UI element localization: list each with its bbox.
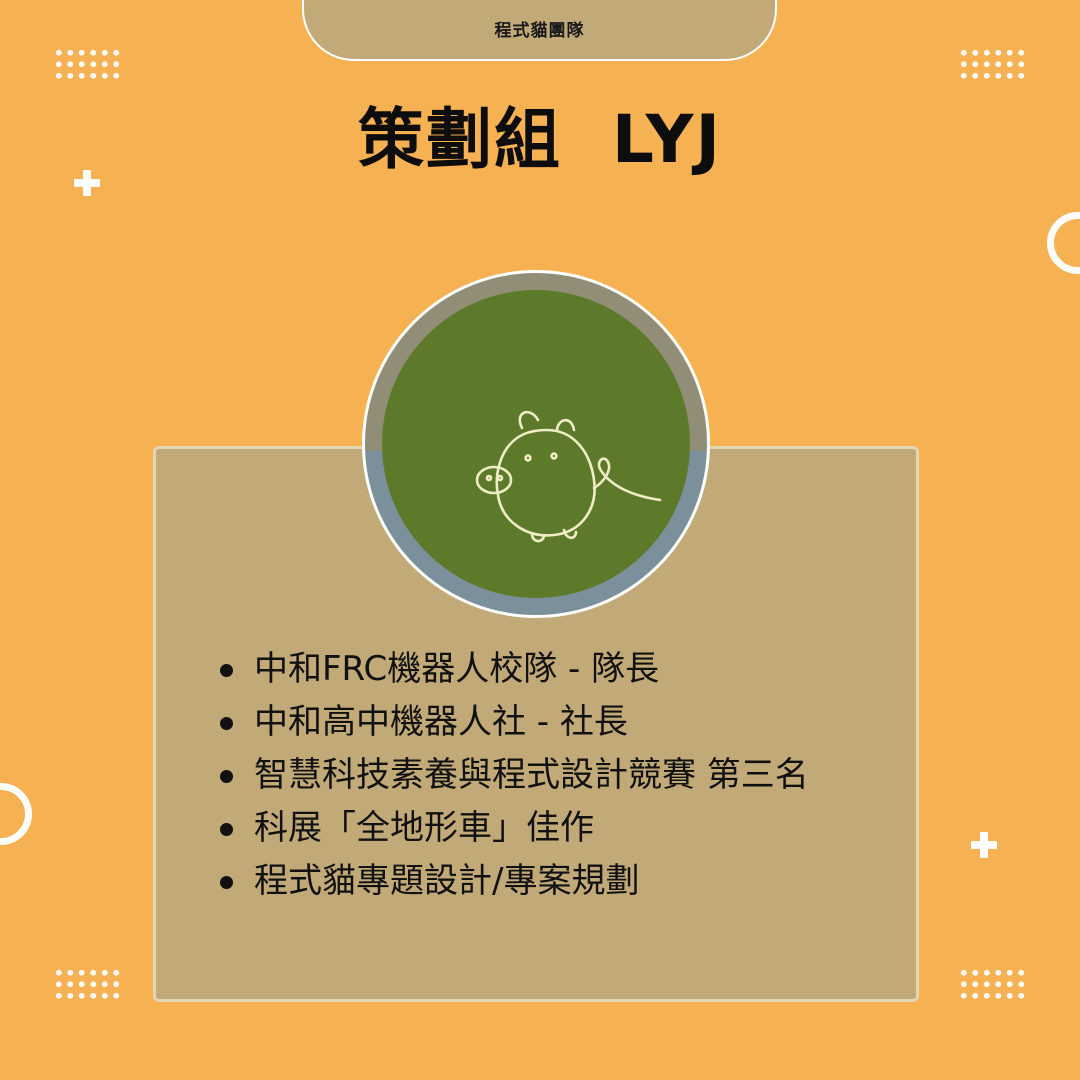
- pig-doodle-icon: [475, 410, 662, 543]
- page-title: 策劃組 LYJ: [357, 101, 723, 178]
- avatar-image: [382, 290, 690, 598]
- ring-decoration-right: [1047, 212, 1080, 274]
- list-item: 中和FRC機器人校隊 - 隊長: [218, 643, 809, 696]
- dot-grid-decoration-top-left: [53, 47, 121, 83]
- dot-grid-decoration-top-right: [958, 47, 1026, 83]
- ring-decoration-left: [0, 783, 32, 845]
- team-name-tab: 程式貓團隊: [302, 0, 777, 61]
- achievements-list: 中和FRC機器人校隊 - 隊長 中和高中機器人社 - 社長 智慧科技素養與程式設…: [218, 643, 809, 908]
- team-name: 程式貓團隊: [494, 21, 585, 41]
- list-item: 科展「全地形車」佳作: [218, 802, 809, 855]
- dot-grid-decoration-bottom-left: [53, 967, 121, 1003]
- plus-icon-right: [971, 832, 997, 858]
- dot-grid-decoration-bottom-right: [958, 967, 1026, 1003]
- list-item: 程式貓專題設計/專案規劃: [218, 855, 809, 908]
- avatar: [362, 270, 710, 618]
- list-item: 中和高中機器人社 - 社長: [218, 696, 809, 749]
- plus-icon-left: [74, 170, 100, 196]
- list-item: 智慧科技素養與程式設計競賽 第三名: [218, 749, 809, 802]
